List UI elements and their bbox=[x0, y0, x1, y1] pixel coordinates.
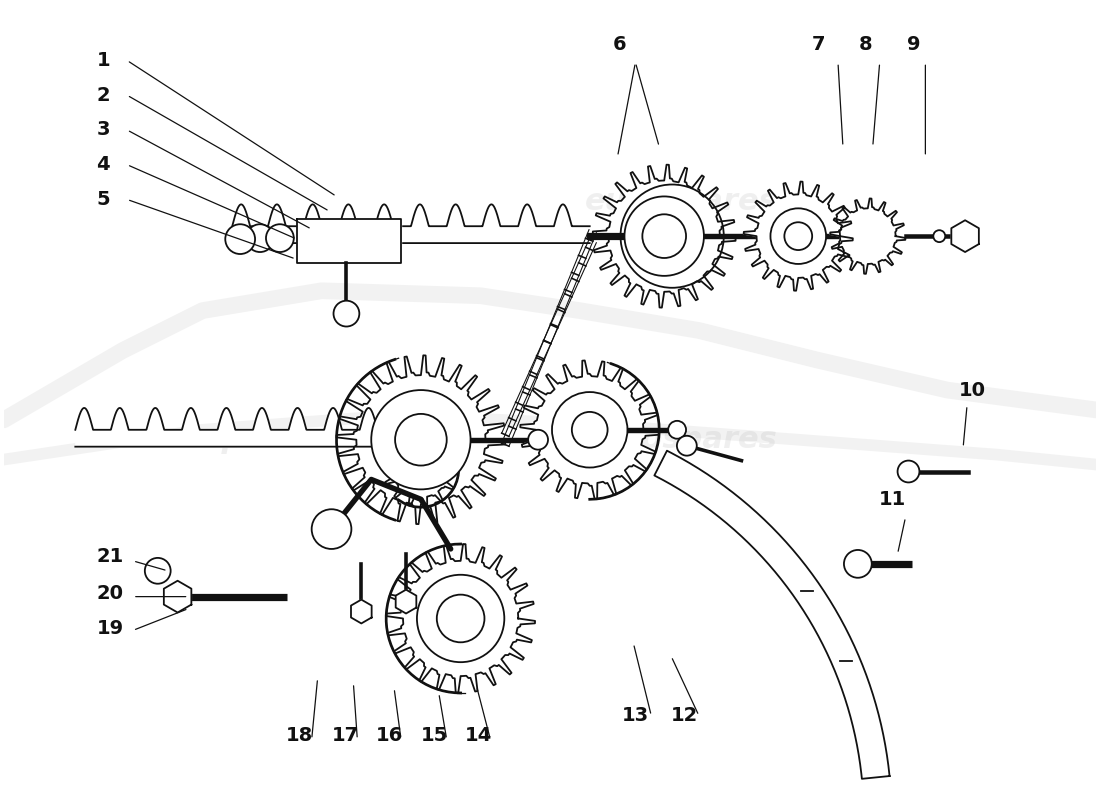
Polygon shape bbox=[593, 165, 736, 308]
Circle shape bbox=[528, 430, 548, 450]
Circle shape bbox=[625, 197, 704, 276]
Circle shape bbox=[552, 392, 627, 467]
Text: 6: 6 bbox=[613, 35, 626, 54]
Text: 7: 7 bbox=[812, 35, 825, 54]
Text: 14: 14 bbox=[465, 726, 492, 745]
Circle shape bbox=[854, 798, 870, 800]
Text: 18: 18 bbox=[286, 726, 313, 745]
Polygon shape bbox=[396, 590, 416, 614]
Circle shape bbox=[266, 224, 294, 252]
Circle shape bbox=[333, 301, 360, 326]
Text: eurospares: eurospares bbox=[585, 426, 778, 454]
Polygon shape bbox=[337, 355, 505, 524]
Polygon shape bbox=[386, 544, 535, 693]
Circle shape bbox=[676, 436, 696, 456]
Circle shape bbox=[898, 461, 920, 482]
Text: eurospares: eurospares bbox=[125, 426, 319, 454]
Text: 1: 1 bbox=[97, 51, 110, 70]
Circle shape bbox=[770, 208, 826, 264]
Circle shape bbox=[226, 224, 255, 254]
Text: 15: 15 bbox=[421, 726, 449, 745]
Circle shape bbox=[395, 414, 447, 466]
Text: 8: 8 bbox=[859, 35, 872, 54]
Circle shape bbox=[572, 412, 607, 448]
Polygon shape bbox=[164, 581, 191, 613]
Polygon shape bbox=[654, 450, 890, 779]
Polygon shape bbox=[952, 220, 979, 252]
Circle shape bbox=[437, 594, 484, 642]
Text: 17: 17 bbox=[332, 726, 359, 745]
Polygon shape bbox=[744, 182, 852, 290]
Polygon shape bbox=[297, 219, 402, 263]
Circle shape bbox=[933, 230, 945, 242]
Circle shape bbox=[844, 550, 871, 578]
Circle shape bbox=[417, 574, 504, 662]
Text: 10: 10 bbox=[958, 381, 986, 399]
Text: 11: 11 bbox=[879, 490, 906, 509]
Polygon shape bbox=[520, 361, 659, 499]
Text: 12: 12 bbox=[670, 706, 697, 726]
Circle shape bbox=[311, 510, 351, 549]
Text: 3: 3 bbox=[97, 120, 110, 139]
Circle shape bbox=[642, 214, 686, 258]
Text: 5: 5 bbox=[97, 190, 110, 209]
Text: 21: 21 bbox=[97, 547, 123, 566]
Polygon shape bbox=[351, 600, 372, 623]
Circle shape bbox=[372, 390, 471, 490]
Text: 9: 9 bbox=[906, 35, 921, 54]
Circle shape bbox=[145, 558, 170, 584]
Circle shape bbox=[246, 224, 274, 252]
Text: 16: 16 bbox=[375, 726, 403, 745]
Polygon shape bbox=[383, 432, 459, 507]
Polygon shape bbox=[830, 198, 905, 274]
Text: 20: 20 bbox=[97, 584, 123, 603]
Text: 13: 13 bbox=[621, 706, 649, 726]
Text: 19: 19 bbox=[97, 619, 123, 638]
Text: 2: 2 bbox=[97, 86, 110, 105]
Circle shape bbox=[784, 222, 812, 250]
Text: 4: 4 bbox=[97, 155, 110, 174]
Text: eurospares: eurospares bbox=[585, 187, 778, 216]
Circle shape bbox=[668, 421, 686, 438]
